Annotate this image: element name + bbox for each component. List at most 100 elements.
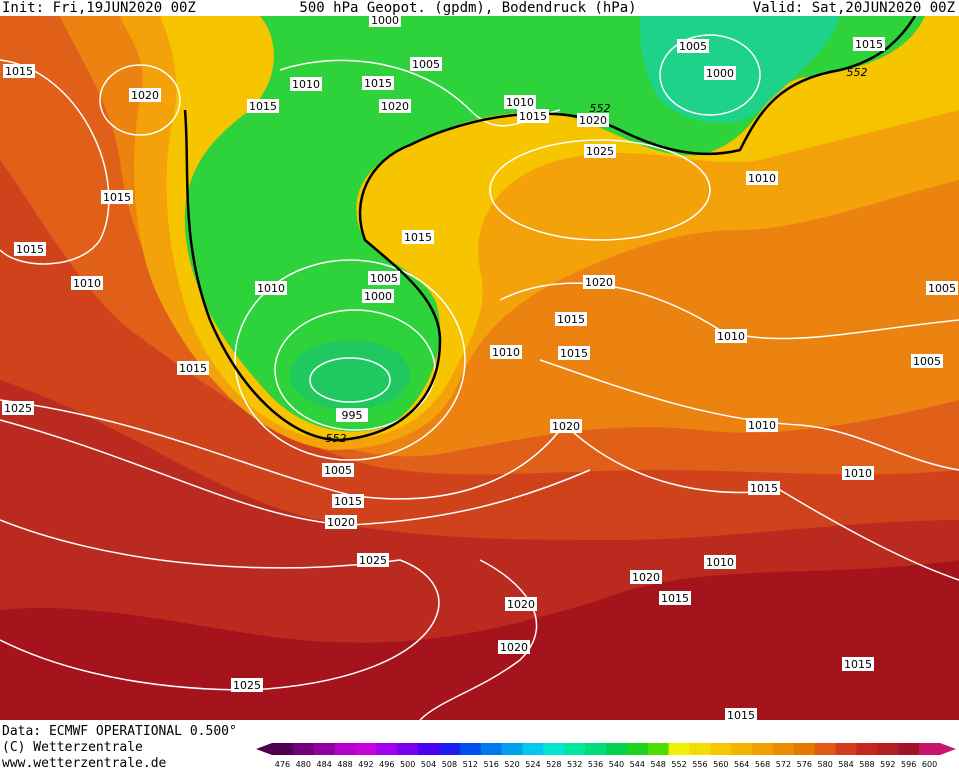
colorbar-label: 500 [400,760,415,769]
colorbar-label: 600 [922,760,937,769]
isobar-label: 1020 [585,276,613,289]
isobar-label: 1015 [750,482,778,495]
isobar-label: 1015 [364,77,392,90]
colorbar-label: 540 [609,760,624,769]
label-box [584,144,616,158]
label-box [247,99,279,113]
colorbar-label: 584 [838,760,853,769]
label-box [325,515,357,529]
isobar-label: 1015 [179,362,207,375]
isobar-label: 1010 [73,277,101,290]
colorbar-swatch [522,743,544,755]
label-box [911,354,943,368]
label-box [379,99,411,113]
colorbar-swatch [397,743,419,755]
isobar-label: 1000 [706,67,734,80]
colorbar-label: 480 [296,760,311,769]
isobar-label: 1010 [748,419,776,432]
colorbar-label: 484 [317,760,332,769]
colorbar-swatch [710,743,732,755]
label-box [290,77,322,91]
isobar-label: 1015 [727,709,755,722]
label-box [555,312,587,326]
colorbar-swatch [689,743,711,755]
label-box [558,346,590,360]
label-box [498,640,530,654]
colorbar-label: 560 [713,760,728,769]
isobar-label: 1015 [560,347,588,360]
header-band [0,0,959,16]
label-box [410,57,442,71]
isobar-labels: 1000 1005 1015 1010 1015 1020 1015 1020 1005 1000… [2,13,958,722]
colorbar-swatch [459,743,482,755]
isobar-label: 1015 [334,495,362,508]
colorbar-arrow-high [940,743,956,755]
isobar-label: 1025 [359,554,387,567]
isobar-label: 1015 [103,191,131,204]
isobar-label: 1010 [717,330,745,343]
label-box [504,95,536,109]
isobar-label: 1015 [557,313,585,326]
colorbar-label: 544 [630,760,645,769]
colorbar-swatch [564,743,586,755]
colorbar-swatch [877,743,899,755]
colorbar-swatch [752,743,774,755]
isobar-label: 1015 [844,658,872,671]
isobar [659,34,761,116]
isobar-label: 1020 [552,420,580,433]
isobar-label: 1015 [5,65,33,78]
isobar-label: 1005 [913,355,941,368]
website: www.wetterzentrale.de [2,756,167,770]
isobar-label: 1015 [404,231,432,244]
colorbar-swatch [439,743,461,755]
colorbar-swatch [480,743,503,755]
colorbar-label: 520 [504,760,519,769]
isobar-label: 1015 [16,243,44,256]
colorbar-label: 596 [901,760,916,769]
isobar-label: 1020 [632,571,660,584]
isobar-label: 552 [326,432,347,445]
colorbar-label: 568 [755,760,770,769]
colorbar-swatch [334,743,356,755]
label-box [362,76,394,90]
label-box [322,463,354,477]
label-box [842,657,874,671]
colorbar-label: 564 [734,760,749,769]
copyright: (C) Wetterzentrale [2,740,143,755]
isobar-label: 1005 [370,272,398,285]
isobar-label: 995 [342,409,363,422]
data-source: Data: ECMWF OPERATIONAL 0.500° [2,724,237,739]
colorbar-label: 504 [421,760,436,769]
isobar [539,359,959,471]
colorbar-label: 488 [337,760,352,769]
colorbar-label: 476 [275,760,290,769]
isobar-label: 1010 [292,78,320,91]
colorbar-swatch [272,743,294,755]
label-box [583,275,615,289]
colorbar-swatch [292,743,315,755]
label-box [704,66,736,80]
colorbar-label: 528 [546,760,561,769]
isobar [419,559,538,721]
colorbar-label: 516 [484,760,499,769]
isobar-label: 1010 [844,467,872,480]
label-box [129,88,161,102]
label-box [926,281,958,295]
colorbar-swatch [647,743,670,755]
label-box [659,591,691,605]
label-box [505,597,537,611]
isobar-label: 1010 [506,96,534,109]
field-544 [290,340,410,410]
label-box [362,289,394,303]
colorbar-swatch [376,743,398,755]
label-box [14,242,46,256]
colorbar-label: 536 [588,760,603,769]
colorbar-label: 580 [818,760,833,769]
colorbar-label: 588 [859,760,874,769]
colorbar-label: 572 [776,760,791,769]
isobar-label: 1005 [324,464,352,477]
isobar-label: 1000 [371,14,399,27]
isobar [489,139,711,241]
